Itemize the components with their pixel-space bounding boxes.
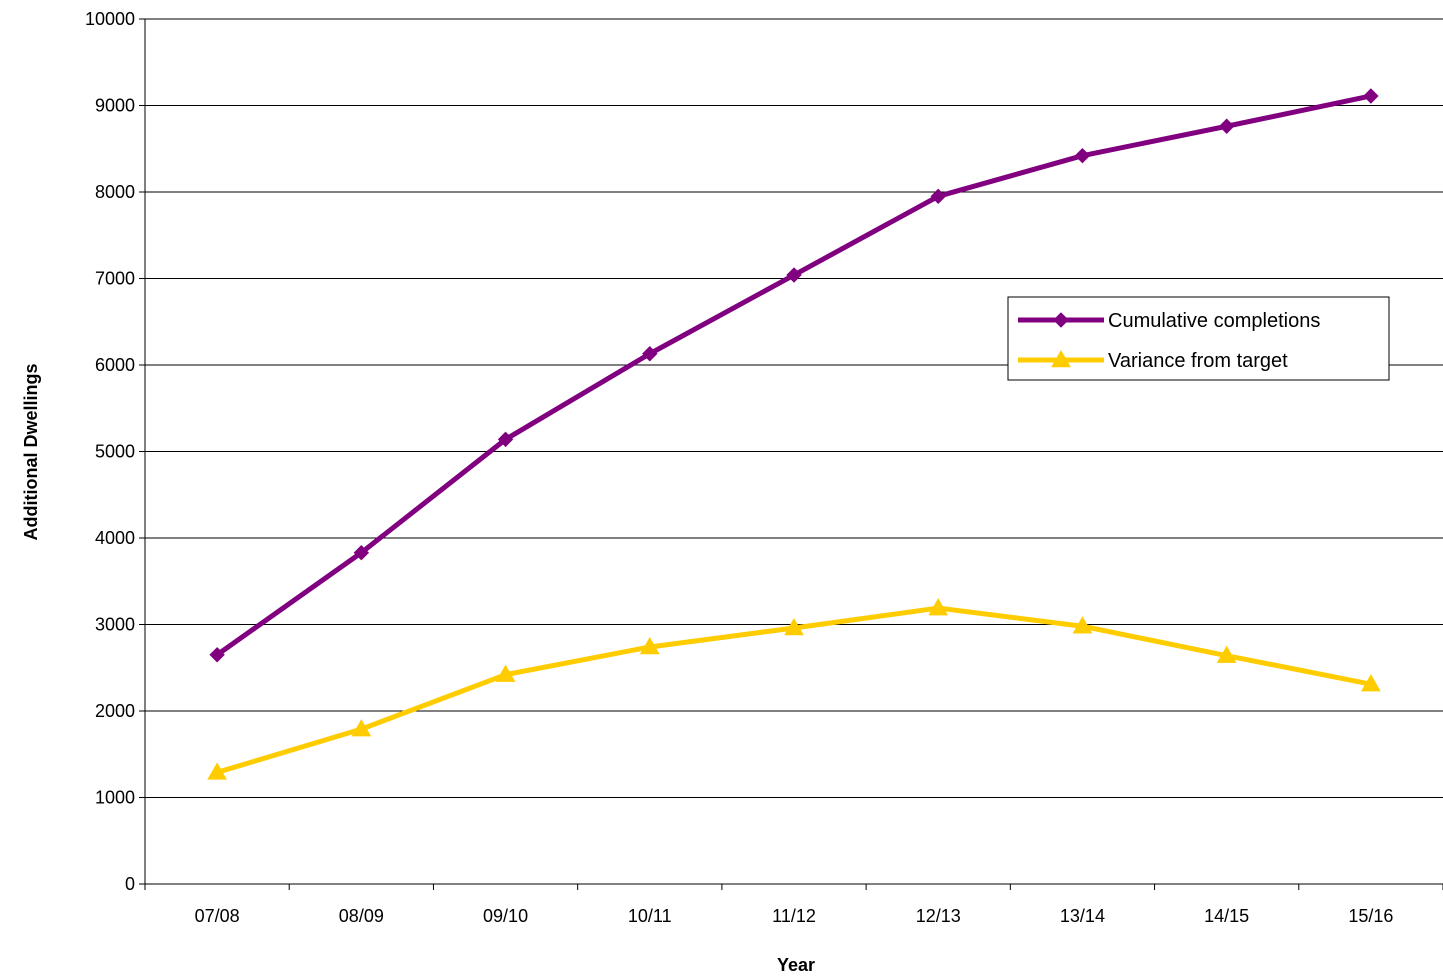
y-axis-title: Additional Dwellings — [21, 363, 41, 540]
series-layer — [207, 88, 1381, 780]
data-point — [786, 267, 802, 283]
x-tick-label: 15/16 — [1348, 906, 1393, 926]
data-point — [1216, 645, 1237, 663]
x-tick-label: 09/10 — [483, 906, 528, 926]
x-tick-label: 10/11 — [628, 906, 672, 926]
x-axis-title: Year — [777, 955, 815, 975]
legend-swatch-marker — [1051, 349, 1071, 368]
legend-label: Cumulative completions — [1108, 310, 1320, 332]
series-2 — [207, 598, 1381, 780]
legend: Cumulative completions Variance from targ… — [1007, 296, 1390, 381]
x-tick-label: 08/09 — [339, 906, 384, 926]
data-point — [639, 636, 660, 655]
x-tick-label: 14/15 — [1204, 906, 1249, 926]
y-tick-label: 2000 — [95, 701, 135, 721]
data-point — [497, 431, 514, 448]
x-tick-label: 13/14 — [1060, 906, 1105, 926]
x-tick-label: 07/08 — [195, 906, 240, 926]
axes — [139, 18, 1443, 890]
data-point — [1074, 147, 1091, 164]
legend-box — [1007, 296, 1390, 381]
y-tick-labels: 0 1000 2000 3000 4000 5000 6000 7000 8000 9000 100… — [85, 9, 135, 894]
y-tick-label: 3000 — [95, 615, 135, 635]
data-point — [1072, 616, 1093, 634]
data-point — [1363, 88, 1379, 104]
y-tick-label: 6000 — [95, 355, 135, 375]
data-point — [930, 188, 946, 205]
data-point — [351, 719, 372, 737]
x-tick-labels: 07/08 08/09 09/10 10/11 11/12 12/13 13/14 14/15… — [195, 906, 1394, 926]
data-point — [495, 664, 516, 682]
data-point — [1218, 118, 1235, 134]
y-tick-label: 10000 — [85, 9, 135, 29]
y-tick-label: 5000 — [95, 442, 135, 462]
y-tick-label: 7000 — [95, 269, 135, 289]
data-point — [209, 647, 225, 663]
x-tick-label: 11/12 — [772, 906, 816, 926]
data-point — [353, 544, 370, 561]
y-tick-label: 0 — [125, 874, 135, 894]
y-tick-label: 9000 — [95, 96, 135, 116]
data-point — [784, 617, 804, 636]
y-tick-label: 1000 — [95, 788, 135, 808]
legend-label: Variance from target — [1108, 350, 1288, 372]
series-1 — [209, 88, 1379, 663]
x-tick-label: 12/13 — [916, 906, 961, 926]
data-point — [642, 346, 658, 362]
y-tick-label: 4000 — [95, 528, 135, 548]
gridlines — [145, 18, 1443, 798]
y-tick-label: 8000 — [95, 182, 135, 202]
legend-swatch-marker — [1053, 312, 1069, 328]
data-point — [928, 598, 949, 616]
data-point — [207, 762, 227, 780]
data-point — [1361, 674, 1381, 692]
